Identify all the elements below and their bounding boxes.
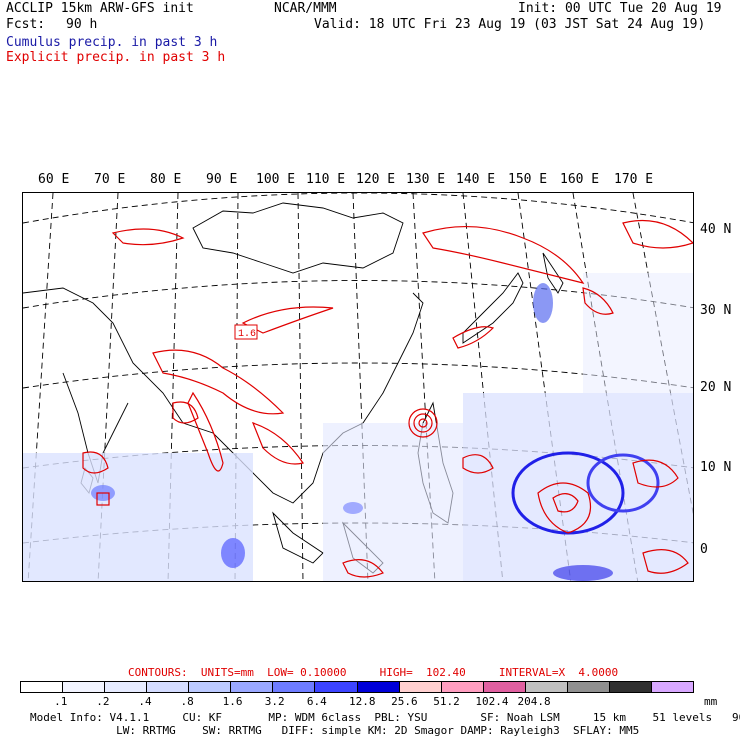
scale-swatch [525, 682, 568, 692]
lat-label: 0 [700, 542, 708, 557]
lon-label: 80 E [150, 172, 182, 187]
scale-tick-label: 102.4 [475, 695, 509, 708]
forecast-label: Fcst: [6, 17, 46, 32]
valid-time: Valid: 18 UTC Fri 23 Aug 19 (03 JST Sat … [314, 17, 706, 32]
plot-title: ACCLIP 15km ARW-GFS init [6, 1, 194, 16]
scale-tick-label: 12.8 [349, 695, 376, 708]
max-value-box: 1.6 [234, 324, 258, 340]
lon-label: 170 E [614, 172, 654, 187]
cumulus-precip-label: Cumulus precip. in past 3 h [6, 35, 218, 50]
scale-tick-label: 1.6 [222, 695, 243, 708]
scale-tick-label: 6.4 [306, 695, 327, 708]
scale-swatch [231, 682, 274, 692]
max-value-label: 1.6 [238, 329, 256, 340]
scale-tick-label: 3.2 [264, 695, 285, 708]
explicit-precip [82, 219, 693, 578]
lat-label: 20 N [700, 380, 732, 395]
lon-label: 110 E [306, 172, 346, 187]
color-scale [20, 681, 694, 693]
scale-swatch [189, 682, 232, 692]
scale-swatch [399, 682, 442, 692]
lon-label: 140 E [456, 172, 496, 187]
scale-swatch [315, 682, 358, 692]
scale-tick-label: .4 [138, 695, 152, 708]
contours-info: CONTOURS: UNITS=mm LOW= 0.10000 HIGH= 10… [128, 666, 619, 679]
lon-label: 130 E [406, 172, 446, 187]
init-time: Init: 00 UTC Tue 20 Aug 19 [518, 1, 722, 16]
scale-tick-label: .2 [96, 695, 110, 708]
lon-label: 150 E [508, 172, 548, 187]
model-info-line1: Model Info: V4.1.1 CU: KF MP: WDM 6class… [30, 711, 740, 724]
scale-swatch [483, 682, 526, 692]
scale-tick-label: 51.2 [433, 695, 460, 708]
scale-swatch [651, 682, 693, 692]
scale-swatch [441, 682, 484, 692]
scale-tick-label: 204.8 [517, 695, 551, 708]
scale-swatch [21, 682, 64, 692]
lat-label: 40 N [700, 222, 732, 237]
scale-unit: mm [704, 695, 718, 708]
scale-swatch [567, 682, 610, 692]
lon-label: 100 E [256, 172, 296, 187]
lon-label: 120 E [356, 172, 396, 187]
lon-label: 60 E [38, 172, 70, 187]
scale-swatch [105, 682, 148, 692]
scale-swatch [63, 682, 106, 692]
map-canvas: 1.6 [23, 193, 693, 581]
cumulus-precip [23, 273, 693, 581]
lat-label: 10 N [700, 460, 732, 475]
lon-label: 90 E [206, 172, 238, 187]
precip-map: 1.6 [22, 192, 694, 582]
center-label: NCAR/MMM [274, 1, 337, 16]
scale-swatch [357, 682, 400, 692]
scale-tick-label: .1 [54, 695, 68, 708]
scale-swatch [273, 682, 316, 692]
scale-tick-label: .8 [180, 695, 194, 708]
model-info-line2: LW: RRTMG SW: RRTMG DIFF: simple KM: 2D … [30, 724, 640, 737]
lat-label: 30 N [700, 303, 732, 318]
lon-label: 160 E [560, 172, 600, 187]
forecast-hours: 90 h [66, 17, 98, 32]
explicit-precip-label: Explicit precip. in past 3 h [6, 50, 226, 65]
scale-tick-label: 25.6 [391, 695, 418, 708]
scale-swatch [147, 682, 190, 692]
scale-swatch [609, 682, 652, 692]
lon-label: 70 E [94, 172, 126, 187]
